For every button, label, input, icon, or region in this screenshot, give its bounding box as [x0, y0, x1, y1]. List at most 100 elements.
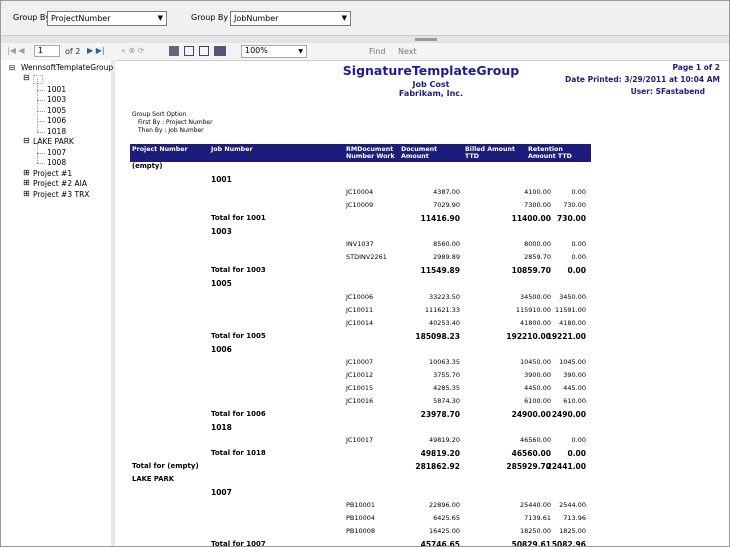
amount-cell: 6425.65 — [433, 514, 460, 523]
billed-cell: 192210.00 — [506, 331, 551, 341]
document-number: JC10017 — [346, 436, 374, 445]
tree-leaf-label: 1005 — [47, 105, 67, 115]
amount-cell: 49819.20 — [428, 436, 460, 445]
nav-buttons[interactable]: « ⊗ ⟳ — [121, 46, 145, 55]
document-number: PB10004 — [346, 514, 376, 523]
document-number: JC10009 — [346, 201, 374, 210]
tree-leaf-branch — [37, 100, 45, 101]
column-header: RMDocument Number Work — [346, 146, 395, 160]
tree-leaf-branch — [37, 89, 45, 91]
amount-cell: 23978.70 — [420, 409, 460, 419]
sort-then: Then By : Job Number — [138, 127, 204, 134]
next-button[interactable]: Next — [398, 47, 417, 56]
job-label: 1003 — [211, 227, 232, 237]
retention-cell: 2544.00 — [559, 501, 586, 510]
tree-expander-node[interactable]: ⊞ — [23, 188, 30, 198]
group-by-2-label: Group By 2 — [191, 13, 236, 22]
tree-root-node[interactable]: ⊟ — [9, 63, 16, 72]
print-button[interactable] — [169, 46, 179, 56]
column-header: Job Number — [211, 146, 253, 153]
billed-cell: 2859.70 — [524, 253, 551, 262]
billed-cell: 4450.00 — [524, 383, 551, 392]
billed-cell: 3900.00 — [524, 370, 551, 379]
job-label: 1018 — [211, 423, 232, 432]
retention-cell: 730.00 — [557, 214, 586, 224]
retention-cell: 445.00 — [563, 383, 586, 392]
group-by-2-dropdown[interactable]: JobNumber ▼ — [230, 11, 351, 26]
toolbar — [1, 43, 729, 61]
document-number: JC10007 — [346, 357, 374, 366]
job-label: 1006 — [211, 344, 232, 354]
tree-expander-node[interactable]: ⊞ — [23, 167, 30, 177]
page-info: Page 1 of 2 — [672, 63, 721, 72]
tree-root-label: WennsoftTemplateGroup — [21, 63, 114, 72]
next-page-button[interactable]: ▶ ▶| — [87, 46, 105, 55]
retention-cell: 390.00 — [563, 370, 586, 379]
retention-cell: 0.00 — [571, 436, 586, 445]
dropdown-value: JobNumber — [234, 14, 279, 23]
splitter[interactable] — [1, 35, 729, 44]
amount-cell: 7029.90 — [433, 201, 460, 210]
job-total-label: Total for 1018 — [211, 449, 266, 458]
tree-expander-node[interactable]: ⊟ — [23, 73, 30, 82]
billed-cell: 46560.00 — [519, 436, 551, 445]
amount-cell: 49819.20 — [420, 449, 460, 459]
layout-button[interactable] — [184, 46, 194, 56]
first-page-button[interactable]: |◀ ◀ — [7, 46, 25, 55]
group-by-dropdown[interactable]: ProjectNumber ▼ — [47, 11, 167, 26]
sort-title: Group Sort Option — [132, 111, 187, 118]
amount-cell: 4285.35 — [433, 383, 460, 392]
document-number: PB10001 — [346, 501, 376, 510]
export-button[interactable] — [214, 46, 226, 56]
billed-cell: 115910.00 — [515, 305, 551, 314]
retention-cell: 730.00 — [563, 201, 586, 210]
retention-cell: 4180.00 — [559, 318, 586, 327]
tree-leaf-label: 1008 — [47, 158, 67, 167]
zoom-dropdown[interactable]: 100% ▼ — [241, 45, 307, 58]
user: User: SFastabend — [630, 87, 705, 96]
amount-cell: 185098.23 — [415, 331, 460, 341]
amount-cell: 33223.50 — [428, 292, 460, 301]
find-button[interactable]: Find — [369, 47, 386, 56]
tree-leaf-label: 1018 — [47, 126, 67, 136]
sort-first: First By : Project Number — [138, 119, 213, 126]
tree-leaf-label: 1001 — [47, 84, 67, 94]
retention-cell: 610.00 — [563, 396, 586, 405]
dropdown-arrow: ▼ — [157, 14, 163, 22]
billed-cell: 10450.00 — [519, 357, 551, 366]
document-number: JC10014 — [346, 318, 374, 327]
billed-cell: 6100.00 — [524, 396, 551, 405]
billed-cell: 18250.00 — [519, 527, 551, 536]
retention-cell: 1825.00 — [559, 527, 586, 536]
tree-leaf-branch — [37, 152, 45, 154]
map-splitter[interactable] — [111, 60, 115, 546]
amount-cell: 111621.33 — [424, 305, 460, 314]
zoom-value: 100% — [245, 46, 268, 55]
retention-cell: 0.00 — [571, 240, 586, 249]
billed-cell: 46560.00 — [511, 449, 551, 459]
document-number: INV1037 — [346, 240, 374, 249]
tree-expander-node[interactable]: ⊞ — [23, 178, 30, 187]
document-number: PB10008 — [346, 527, 376, 536]
retention-cell: 1045.00 — [559, 357, 586, 366]
page-input[interactable]: 1 — [34, 45, 60, 57]
group-label: (empty) — [132, 162, 163, 170]
retention-cell: 5082.96 — [551, 540, 586, 547]
job-label: 1007 — [211, 488, 232, 498]
document-number: JC10012 — [346, 370, 374, 379]
group-by-label: Group By — [13, 13, 51, 22]
tree-expander-node[interactable]: ⊟ — [23, 136, 30, 145]
column-header: Document Amount — [401, 146, 438, 160]
page-setup-button[interactable] — [199, 46, 209, 56]
document-number: JC10006 — [346, 292, 374, 301]
billed-cell: 34500.00 — [519, 292, 551, 301]
date-printed: Date Printed: 3/29/2011 at 10:04 AM — [565, 75, 720, 84]
job-total-label: Total for 1005 — [211, 331, 266, 340]
tree-leaf-branch — [37, 131, 45, 133]
tree-leaf-label: 1007 — [47, 147, 67, 157]
billed-cell: 41800.00 — [519, 318, 551, 327]
retention-cell: 0.00 — [571, 188, 586, 197]
document-number: JC10015 — [346, 383, 374, 392]
amount-cell: 4387.00 — [433, 188, 460, 197]
